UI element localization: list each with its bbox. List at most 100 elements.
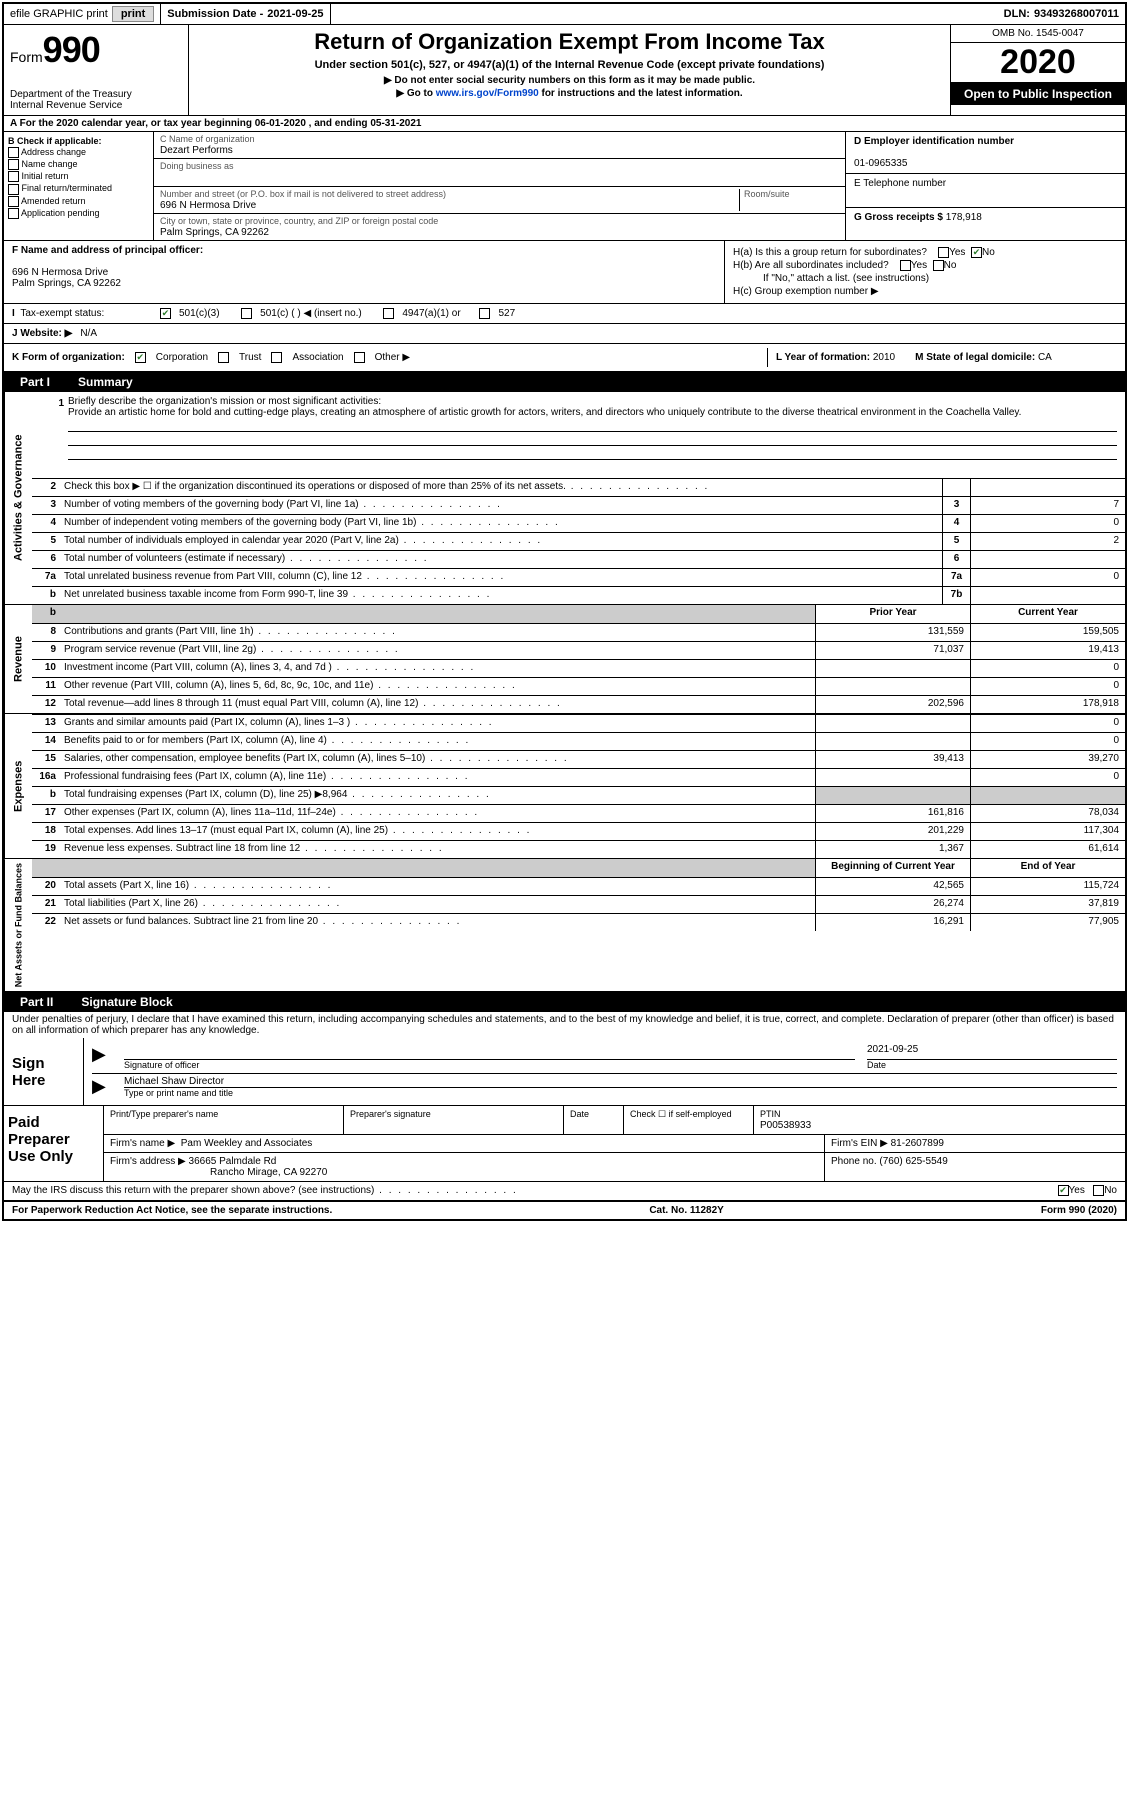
efile-text: efile GRAPHIC print [10, 8, 108, 20]
sig-date-label: Date [867, 1060, 886, 1070]
ptin: P00538933 [760, 1120, 811, 1131]
rule-4 [68, 460, 1117, 474]
na-head-num [32, 859, 60, 877]
table-row: 18Total expenses. Add lines 13–17 (must … [32, 822, 1125, 840]
part-2-header: Part II Signature Block [4, 992, 1125, 1012]
row-num: 14 [32, 733, 60, 750]
current-year-header: Current Year [970, 605, 1125, 623]
prior-value [815, 678, 970, 695]
row-value: 0 [970, 569, 1125, 586]
table-row: 3Number of voting members of the governi… [32, 496, 1125, 514]
opt-other: Other ▶ [375, 352, 410, 363]
website-row: J Website: ▶ N/A [4, 324, 1125, 344]
corp-checkbox[interactable] [135, 352, 146, 363]
p-h4: Check ☐ if self-employed [630, 1109, 732, 1119]
hb-yes-checkbox[interactable] [900, 260, 911, 271]
opt-501c3: 501(c)(3) [179, 308, 220, 319]
section-b-option[interactable]: Name change [8, 159, 149, 170]
part-2-title: Signature Block [81, 995, 172, 1009]
discuss-options: Yes No [1058, 1185, 1117, 1196]
discuss-row: May the IRS discuss this return with the… [4, 1182, 1125, 1201]
end-year-header: End of Year [970, 859, 1125, 877]
form-title: Return of Organization Exempt From Incom… [197, 29, 942, 55]
row-num: 4 [32, 515, 60, 532]
penalty-text: Under penalties of perjury, I declare th… [4, 1012, 1125, 1038]
curr-value: 0 [970, 715, 1125, 732]
footer-right: Form 990 (2020) [1041, 1205, 1117, 1216]
row-box: 7b [942, 587, 970, 604]
501c-checkbox[interactable] [241, 308, 252, 319]
527-checkbox[interactable] [479, 308, 490, 319]
section-l-m: L Year of formation: 2010 M State of leg… [767, 348, 1117, 367]
efile-cell: efile GRAPHIC print print [4, 4, 161, 24]
print-button[interactable]: print [112, 6, 154, 22]
m-value: CA [1038, 352, 1052, 363]
officer-addr1: 696 N Hermosa Drive [12, 267, 108, 278]
instr-link[interactable]: www.irs.gov/Form990 [436, 88, 539, 99]
table-row: 4Number of independent voting members of… [32, 514, 1125, 532]
discuss-yes-checkbox[interactable] [1058, 1185, 1069, 1196]
prior-value: 201,229 [815, 823, 970, 840]
section-b-option[interactable]: Initial return [8, 171, 149, 182]
row-box: 6 [942, 551, 970, 568]
firm-addr2: Rancho Mirage, CA 92270 [110, 1167, 327, 1178]
501c3-checkbox[interactable] [160, 308, 171, 319]
hb-no-checkbox[interactable] [933, 260, 944, 271]
section-b-option[interactable]: Final return/terminated [8, 183, 149, 194]
c-dba-row: Doing business as [154, 159, 845, 187]
year-cell: OMB No. 1545-0047 2020 Open to Public In… [950, 25, 1125, 115]
governance-rows: 2Check this box ▶ ☐ if the organization … [32, 478, 1125, 604]
4947-checkbox[interactable] [383, 308, 394, 319]
opt-corp: Corporation [156, 352, 208, 363]
section-b-option[interactable]: Application pending [8, 208, 149, 219]
netassets-rows: 20Total assets (Part X, line 16)42,56511… [32, 877, 1125, 931]
curr-value: 37,819 [970, 896, 1125, 913]
row-label: Other revenue (Part VIII, column (A), li… [60, 678, 815, 695]
prior-value [815, 733, 970, 750]
ha-yes-checkbox[interactable] [938, 247, 949, 258]
table-row: 5Total number of individuals employed in… [32, 532, 1125, 550]
row-num: 5 [32, 533, 60, 550]
officer-name-label: Type or print name and title [124, 1088, 233, 1098]
expenses-section: Expenses 13Grants and similar amounts pa… [4, 714, 1125, 859]
section-b-option[interactable]: Amended return [8, 196, 149, 207]
officer-addr2: Palm Springs, CA 92262 [12, 278, 121, 289]
section-g: G Gross receipts $ 178,918 [846, 208, 1125, 241]
section-b-option[interactable]: Address change [8, 147, 149, 158]
row-num: 15 [32, 751, 60, 768]
sign-here-block: Sign Here ▶ Signature of officer 2021-09… [4, 1038, 1125, 1106]
table-row: bNet unrelated business taxable income f… [32, 586, 1125, 604]
row-num: 2 [32, 479, 60, 496]
curr-value: 115,724 [970, 878, 1125, 895]
discuss-no-checkbox[interactable] [1093, 1185, 1104, 1196]
table-row: 21Total liabilities (Part X, line 26)26,… [32, 895, 1125, 913]
row-label: Number of independent voting members of … [60, 515, 942, 532]
paid-prep-label: Paid Preparer Use Only [4, 1106, 104, 1181]
footer-mid: Cat. No. 11282Y [649, 1205, 723, 1216]
curr-value: 0 [970, 769, 1125, 786]
trust-checkbox[interactable] [218, 352, 229, 363]
row-num: 16a [32, 769, 60, 786]
paid-row-3: Firm's address ▶ 36665 Palmdale Rd Ranch… [104, 1153, 1125, 1181]
assoc-checkbox[interactable] [271, 352, 282, 363]
other-checkbox[interactable] [354, 352, 365, 363]
mission-text: Provide an artistic home for bold and cu… [68, 407, 1021, 418]
row-num: 11 [32, 678, 60, 695]
ha-no-checkbox[interactable] [971, 247, 982, 258]
instr-2-post: for instructions and the latest informat… [539, 88, 743, 99]
row-label: Total number of volunteers (estimate if … [60, 551, 942, 568]
row-num: 8 [32, 624, 60, 641]
form-prefix: Form [10, 49, 43, 65]
h-a: H(a) Is this a group return for subordin… [733, 247, 1117, 258]
governance-side: Activities & Governance [4, 392, 32, 604]
table-row: 2Check this box ▶ ☐ if the organization … [32, 478, 1125, 496]
prior-value [815, 769, 970, 786]
prior-value: 16,291 [815, 914, 970, 931]
row-value: 0 [970, 515, 1125, 532]
row-value: 7 [970, 497, 1125, 514]
revenue-section: Revenue b Prior Year Current Year 8Contr… [4, 605, 1125, 714]
row-label: Net assets or fund balances. Subtract li… [60, 914, 815, 931]
part-1-title: Summary [78, 375, 133, 389]
sign-arrow-icon: ▶ [92, 1044, 112, 1071]
c-city-label: City or town, state or province, country… [160, 216, 438, 226]
